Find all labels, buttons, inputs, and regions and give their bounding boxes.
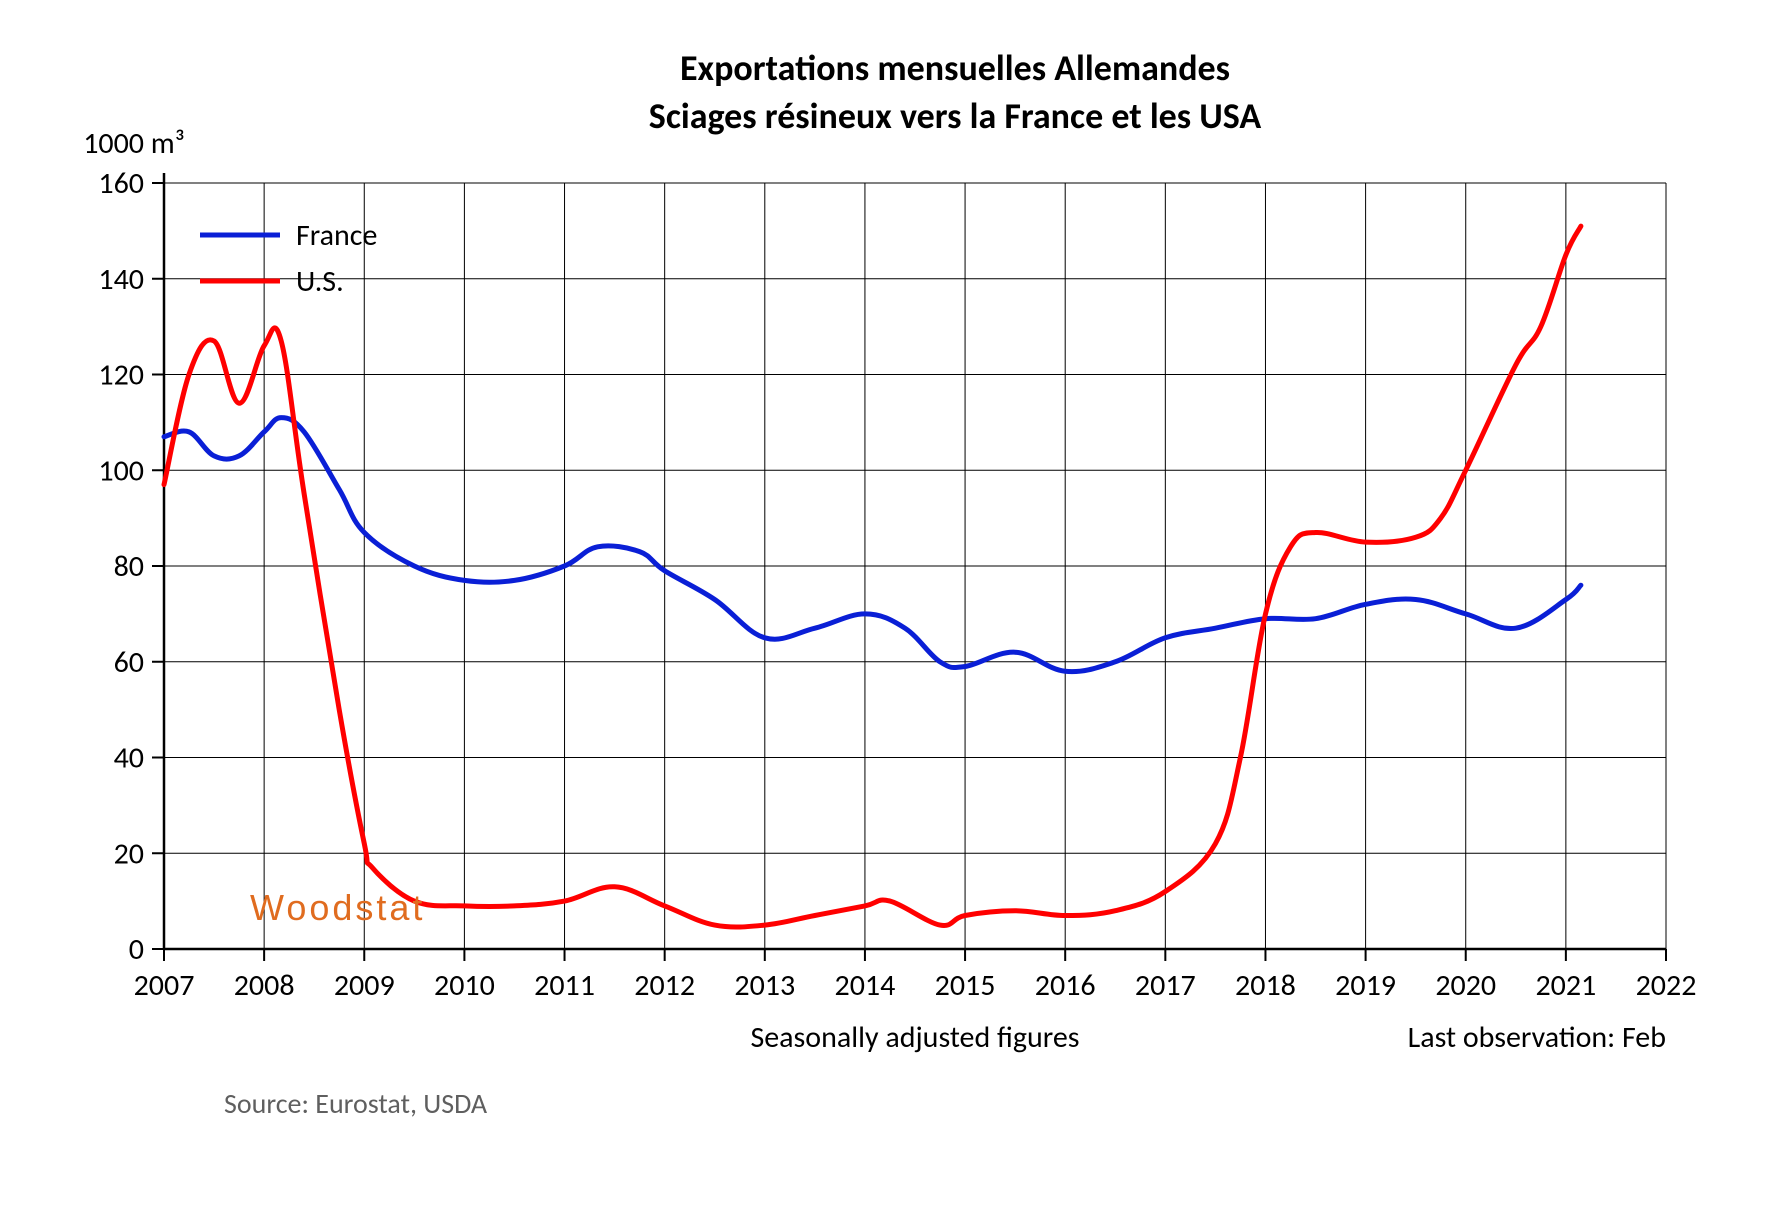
x-tick-label: 2008 <box>234 967 295 1004</box>
legend-label: U.S. <box>296 263 344 300</box>
y-tick-label: 160 <box>98 165 144 202</box>
watermark: Woodstat <box>250 887 425 928</box>
x-tick-label: 2010 <box>434 967 495 1004</box>
x-tick-label: 2015 <box>935 967 996 1004</box>
y-tick-label: 40 <box>114 740 144 777</box>
y-unit-label: 1000 m³ <box>83 125 185 162</box>
chart-svg: Exportations mensuelles AllemandesSciage… <box>0 0 1782 1216</box>
legend-label: France <box>296 217 377 254</box>
x-tick-label: 2022 <box>1636 967 1697 1004</box>
y-tick-label: 60 <box>114 644 144 681</box>
x-tick-label: 2014 <box>835 967 896 1004</box>
x-tick-label: 2009 <box>334 967 395 1004</box>
x-tick-label: 2012 <box>634 967 695 1004</box>
x-tick-label: 2017 <box>1135 967 1196 1004</box>
x-tick-label: 2019 <box>1335 967 1396 1004</box>
source-label: Source: Eurostat, USDA <box>224 1086 488 1121</box>
chart-title-line2: Sciages résineux vers la France et les U… <box>649 94 1262 138</box>
footnote-center: Seasonally adjusted figures <box>750 1019 1079 1056</box>
chart-container: Exportations mensuelles AllemandesSciage… <box>0 0 1782 1216</box>
x-tick-label: 2020 <box>1435 967 1496 1004</box>
chart-title-line1: Exportations mensuelles Allemandes <box>680 46 1230 90</box>
x-tick-label: 2016 <box>1035 967 1096 1004</box>
x-tick-label: 2011 <box>534 967 595 1004</box>
series-us <box>164 226 1581 927</box>
x-tick-label: 2021 <box>1535 967 1596 1004</box>
y-tick-label: 80 <box>114 548 144 585</box>
y-tick-label: 140 <box>98 261 144 298</box>
x-tick-label: 2007 <box>134 967 195 1004</box>
y-tick-label: 100 <box>98 452 144 489</box>
y-tick-label: 0 <box>129 931 144 968</box>
x-tick-label: 2018 <box>1235 967 1296 1004</box>
x-tick-label: 2013 <box>734 967 795 1004</box>
footnote-right: Last observation: Feb <box>1408 1019 1666 1056</box>
y-tick-label: 20 <box>114 835 144 872</box>
y-tick-label: 120 <box>98 357 144 394</box>
